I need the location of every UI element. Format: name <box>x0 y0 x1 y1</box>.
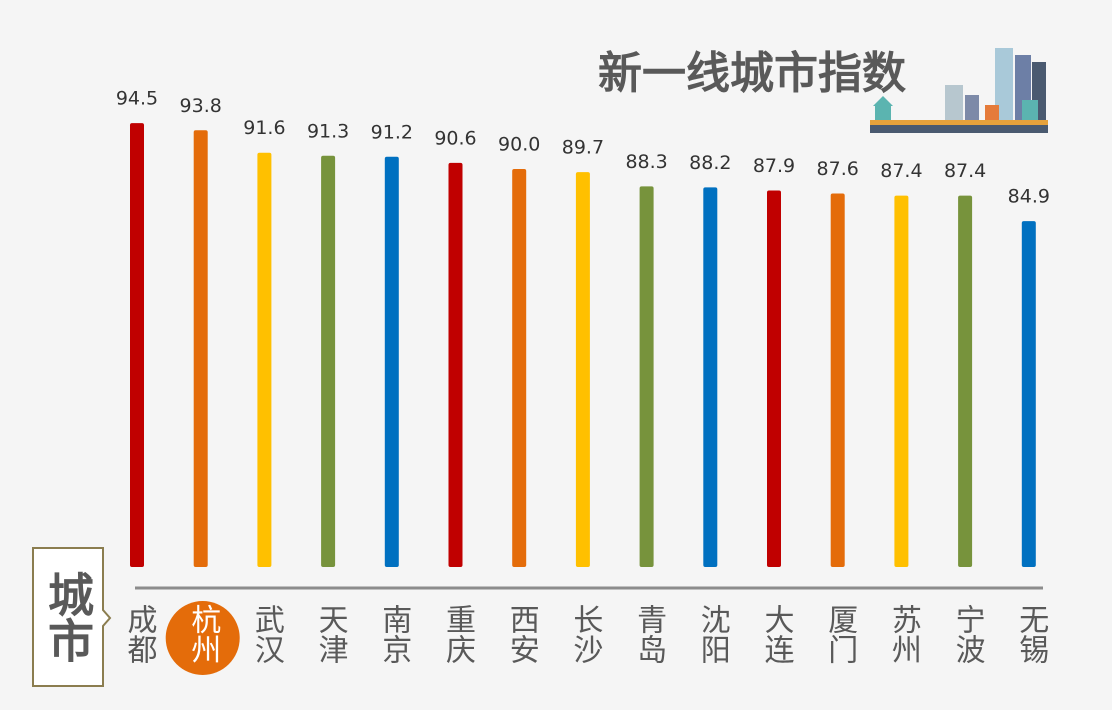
x-tick-label: 西安 <box>504 604 539 664</box>
value-label: 91.6 <box>243 117 285 139</box>
x-tick-label: 重庆 <box>440 604 476 664</box>
value-label: 89.7 <box>562 137 604 159</box>
value-label: 87.4 <box>880 160 922 182</box>
x-tick-label: 青岛 <box>631 604 666 664</box>
value-label: 94.5 <box>116 88 158 110</box>
value-label: 93.8 <box>180 95 222 117</box>
x-tick-label: 宁波 <box>950 604 985 664</box>
x-label-box <box>32 547 112 687</box>
x-tick-label: 成都 <box>122 604 158 664</box>
x-tick-label: 杭州 <box>185 604 221 664</box>
x-tick-label: 苏州 <box>886 604 922 664</box>
bar <box>512 169 527 567</box>
x-tick-label: 南京 <box>376 604 411 664</box>
city-icon <box>870 48 1048 133</box>
x-tick-label: 大连 <box>759 604 795 664</box>
value-label: 88.2 <box>689 152 731 174</box>
chart-title: 新一线城市指数 <box>598 48 906 99</box>
bar <box>448 162 463 567</box>
bar <box>830 193 845 567</box>
bar <box>130 123 144 568</box>
x-tick-label: 沈阳 <box>695 604 730 664</box>
value-label: 91.3 <box>307 120 349 142</box>
value-label: 87.4 <box>944 160 986 182</box>
bar <box>639 186 654 567</box>
x-tick-label: 无锡 <box>1013 604 1048 664</box>
bar <box>958 195 973 568</box>
bar <box>193 130 208 567</box>
x-tick-label: 武汉 <box>249 604 284 664</box>
x-tick-label: 天津 <box>313 604 348 664</box>
value-label: 87.9 <box>753 155 795 177</box>
highlight-circle <box>165 601 240 675</box>
value-label: 84.9 <box>1008 186 1050 208</box>
x-tick-label: 厦门 <box>822 604 857 664</box>
value-label: 88.3 <box>625 151 667 173</box>
bar <box>321 155 336 567</box>
bar <box>767 190 781 567</box>
bar <box>384 156 399 568</box>
bar <box>894 195 909 568</box>
value-label: 90.6 <box>434 127 476 149</box>
bar <box>575 172 590 567</box>
x-tick-label: 长沙 <box>567 604 602 664</box>
value-label: 91.2 <box>371 121 413 143</box>
value-label: 90.0 <box>498 134 540 156</box>
bar <box>257 152 272 567</box>
value-label: 87.6 <box>817 158 859 180</box>
bar <box>1021 221 1036 567</box>
x-axis-label: 城市 <box>41 571 95 663</box>
bar <box>703 187 718 568</box>
